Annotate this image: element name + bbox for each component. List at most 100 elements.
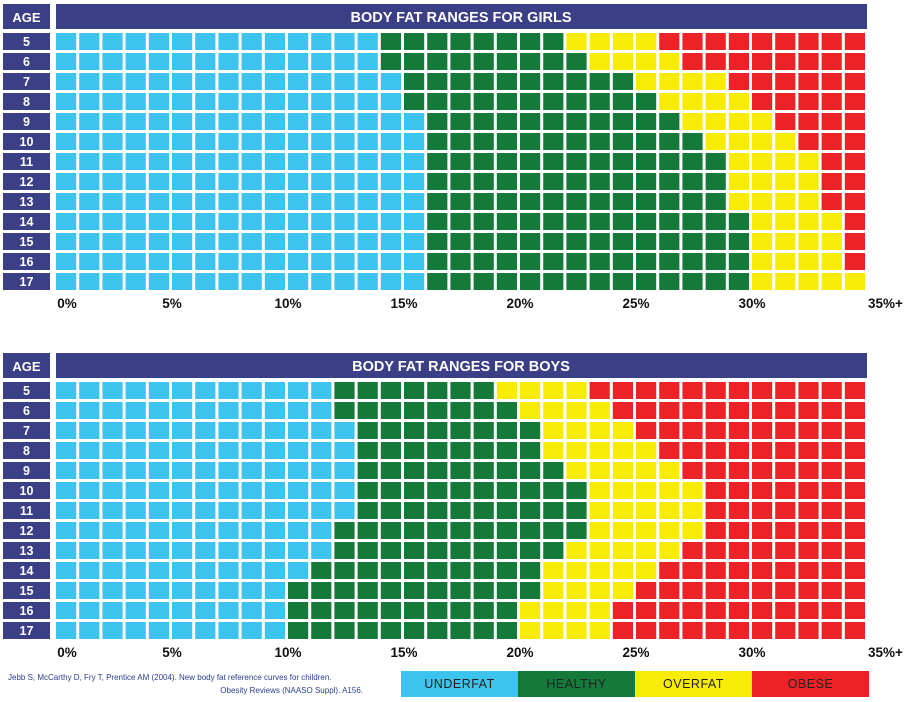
legend: UNDERFAT HEALTHY OVERFAT OBESE <box>401 671 869 697</box>
grid-cell <box>844 462 865 479</box>
grid-cell <box>241 233 262 250</box>
grid-cell <box>148 442 169 459</box>
grid-cell <box>543 542 564 559</box>
grid-cell <box>56 522 77 539</box>
grid-cell <box>218 602 239 619</box>
grid-cell <box>775 562 796 579</box>
grid-cell <box>79 422 100 439</box>
grid-cell <box>705 482 726 499</box>
grid-cell <box>636 93 657 110</box>
grid-cell <box>195 33 216 50</box>
grid-cell <box>56 462 77 479</box>
grid-cell <box>705 113 726 130</box>
grid-cell <box>636 173 657 190</box>
grid-cell <box>125 53 146 70</box>
grid-cell <box>311 193 332 210</box>
grid-cell <box>612 33 633 50</box>
grid-cell <box>148 602 169 619</box>
grid-cell <box>496 113 517 130</box>
grid-cell <box>728 93 749 110</box>
grid-cell <box>450 73 471 90</box>
grid-cell <box>473 273 494 290</box>
grid-cell <box>288 133 309 150</box>
grid-cell <box>264 602 285 619</box>
grid-cell <box>172 53 193 70</box>
grid-cell <box>148 542 169 559</box>
grid-cell <box>775 233 796 250</box>
girls-chart: AGE BODY FAT RANGES FOR GIRLS 5 6 7 8 9 10 11 12 1… <box>3 4 903 311</box>
grid-cell <box>380 502 401 519</box>
grid-cell <box>172 133 193 150</box>
grid-cell <box>520 93 541 110</box>
grid-cell <box>589 273 610 290</box>
grid-cell <box>798 213 819 230</box>
citation-line2: Obesity Reviews (NAASO Suppl). A156. <box>220 686 363 695</box>
grid-cell <box>311 213 332 230</box>
grid-cell <box>705 422 726 439</box>
grid-cell <box>241 253 262 270</box>
grid-cell <box>844 153 865 170</box>
x-tick-label: 20% <box>506 645 533 660</box>
grid-cell <box>79 622 100 639</box>
grid-cell <box>195 73 216 90</box>
grid-cell <box>79 602 100 619</box>
grid-cell <box>705 402 726 419</box>
grid-cell <box>427 382 448 399</box>
grid-cell <box>241 402 262 419</box>
grid-cell <box>56 622 77 639</box>
grid-cell <box>288 213 309 230</box>
grid-cell <box>427 73 448 90</box>
x-tick-label: 10% <box>274 645 301 660</box>
grid-cell <box>334 233 355 250</box>
grid-cell <box>56 542 77 559</box>
grid-cell <box>334 482 355 499</box>
grid-cell <box>682 153 703 170</box>
grid-cell <box>589 53 610 70</box>
grid-cell <box>612 233 633 250</box>
grid-cell <box>334 522 355 539</box>
grid-cell <box>821 562 842 579</box>
grid-cell <box>728 213 749 230</box>
grid-cell <box>450 93 471 110</box>
grid-cell <box>195 113 216 130</box>
grid-cell <box>612 173 633 190</box>
grid-cell <box>566 93 587 110</box>
x-tick-label: 15% <box>390 645 417 660</box>
grid-cell <box>79 113 100 130</box>
grid-cell <box>264 173 285 190</box>
grid-cell <box>264 482 285 499</box>
grid-cell <box>450 382 471 399</box>
grid-cell <box>752 442 773 459</box>
grid-cell <box>148 422 169 439</box>
grid-cell <box>172 173 193 190</box>
grid-cell <box>705 93 726 110</box>
x-tick-label: 0% <box>57 296 77 311</box>
grid-cell <box>775 173 796 190</box>
grid-cell <box>427 442 448 459</box>
grid-cell <box>264 153 285 170</box>
grid-cell <box>79 133 100 150</box>
grid-cell <box>404 193 425 210</box>
age-label-box <box>3 253 50 270</box>
grid-cell <box>752 173 773 190</box>
grid-cell <box>496 542 517 559</box>
grid-cell <box>775 153 796 170</box>
grid-cell <box>427 462 448 479</box>
grid-cell <box>612 133 633 150</box>
grid-cell <box>241 93 262 110</box>
grid-cell <box>496 502 517 519</box>
grid-cell <box>427 193 448 210</box>
grid-cell <box>636 422 657 439</box>
grid-cell <box>264 213 285 230</box>
grid-cell <box>125 602 146 619</box>
grid-cell <box>148 622 169 639</box>
grid-cell <box>752 602 773 619</box>
age-label-box <box>3 602 50 619</box>
grid-cell <box>496 422 517 439</box>
grid-cell <box>311 622 332 639</box>
grid-cell <box>752 193 773 210</box>
grid-cell <box>380 193 401 210</box>
grid-cell <box>311 133 332 150</box>
grid-cell <box>543 133 564 150</box>
grid-cell <box>682 93 703 110</box>
